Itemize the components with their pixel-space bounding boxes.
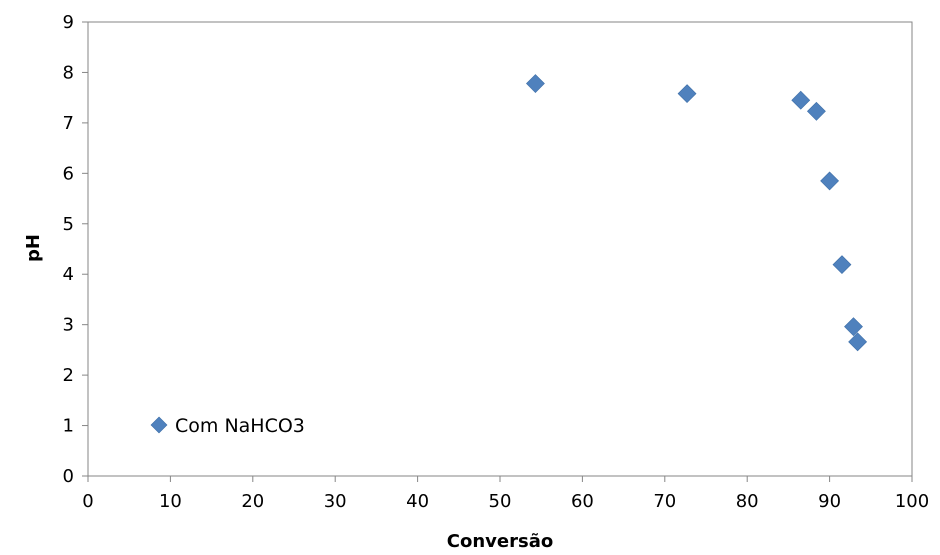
x-tick-label: 40 <box>406 491 429 512</box>
axes <box>87 22 912 477</box>
y-tick-label: 0 <box>63 466 74 487</box>
legend-label: Com NaHCO3 <box>175 415 305 437</box>
legend: Com NaHCO3 <box>150 415 305 437</box>
data-points <box>526 74 868 352</box>
y-tick-label: 7 <box>63 113 74 134</box>
data-point <box>791 90 811 110</box>
y-tick-label: 2 <box>63 365 74 386</box>
x-tick-label: 10 <box>159 491 182 512</box>
x-axis-ticks: 0 10 20 30 40 50 60 70 80 90 100 <box>82 476 929 512</box>
x-tick-label: 0 <box>82 491 93 512</box>
y-axis-title: pH <box>23 234 44 262</box>
x-tick-label: 20 <box>241 491 264 512</box>
y-tick-label: 1 <box>63 416 74 437</box>
data-point <box>844 317 863 337</box>
y-tick-label: 9 <box>63 12 74 33</box>
data-point <box>677 84 697 104</box>
x-tick-label: 30 <box>324 491 347 512</box>
data-point <box>526 74 545 93</box>
y-tick-label: 4 <box>63 264 74 285</box>
legend-marker <box>150 416 168 434</box>
plot-border <box>87 21 913 477</box>
plot-area <box>87 21 913 477</box>
y-tick-label: 8 <box>63 62 74 83</box>
x-tick-label: 50 <box>489 491 512 512</box>
data-point <box>820 171 840 191</box>
y-tick-label: 3 <box>63 315 74 336</box>
x-tick-label: 100 <box>895 491 929 512</box>
y-tick-label: 6 <box>63 163 74 184</box>
y-tick-label: 5 <box>63 214 74 235</box>
data-point <box>848 332 868 352</box>
x-tick-label: 90 <box>818 491 841 512</box>
data-point <box>806 101 826 121</box>
x-axis-title: Conversão <box>447 531 553 552</box>
x-tick-label: 60 <box>571 491 594 512</box>
x-tick-label: 80 <box>736 491 759 512</box>
data-point <box>832 255 852 275</box>
y-axis-ticks: 0 1 2 3 4 5 6 7 8 9 <box>63 12 88 487</box>
x-tick-label: 70 <box>653 491 676 512</box>
